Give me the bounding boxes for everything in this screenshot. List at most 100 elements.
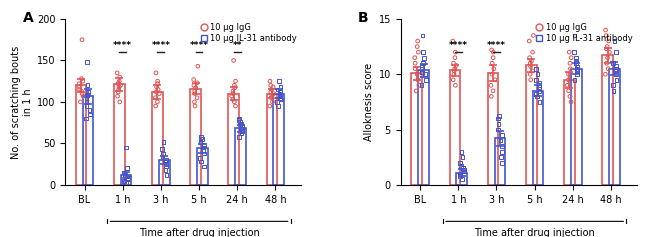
- Bar: [609, 69, 619, 185]
- Y-axis label: Alloknesis score: Alloknesis score: [365, 63, 374, 141]
- Point: [569, 78, 580, 82]
- Point: [601, 34, 612, 37]
- Bar: [159, 160, 170, 185]
- Point: [122, 181, 132, 185]
- Point: [123, 177, 133, 181]
- Point: [82, 93, 92, 97]
- Point: [448, 39, 458, 43]
- Point: [74, 85, 85, 89]
- Point: [272, 104, 283, 108]
- Point: [410, 67, 421, 71]
- Point: [229, 86, 240, 90]
- Point: [190, 86, 201, 90]
- Point: [571, 61, 582, 65]
- Point: [198, 165, 209, 169]
- Point: [122, 175, 133, 178]
- Point: [150, 96, 161, 100]
- Point: [454, 172, 465, 176]
- Point: [119, 171, 129, 174]
- Bar: [450, 70, 460, 185]
- Point: [152, 100, 162, 104]
- Point: [195, 156, 205, 160]
- Point: [459, 168, 469, 171]
- Point: [227, 98, 238, 101]
- Point: [189, 89, 200, 93]
- Bar: [274, 94, 284, 185]
- Point: [569, 34, 580, 37]
- Point: [265, 104, 275, 108]
- Point: [459, 170, 469, 173]
- Point: [228, 59, 239, 62]
- Legend: 10 μg IgG, 10 μg IL-31 antibody: 10 μg IgG, 10 μg IL-31 antibody: [200, 23, 297, 43]
- Point: [497, 144, 507, 148]
- Point: [189, 100, 200, 104]
- Point: [267, 100, 278, 104]
- Point: [274, 93, 285, 97]
- Point: [530, 92, 541, 96]
- Point: [75, 100, 86, 104]
- Point: [449, 69, 460, 73]
- Point: [266, 90, 276, 94]
- Point: [120, 180, 130, 183]
- Bar: [526, 65, 536, 185]
- Point: [525, 65, 536, 68]
- Point: [608, 89, 619, 93]
- Point: [610, 69, 620, 73]
- Point: [487, 61, 497, 65]
- Point: [230, 79, 240, 83]
- Bar: [266, 94, 278, 185]
- Point: [610, 64, 621, 67]
- Text: ****: ****: [113, 41, 132, 50]
- Point: [81, 100, 92, 104]
- Bar: [190, 89, 201, 185]
- Text: ****: ****: [151, 41, 170, 50]
- Point: [198, 148, 209, 152]
- Point: [611, 78, 621, 82]
- Point: [525, 61, 536, 65]
- Point: [234, 135, 244, 139]
- Bar: [152, 92, 162, 185]
- Legend: 10 μg IgG, 10 μg IL-31 antibody: 10 μg IgG, 10 μg IL-31 antibody: [535, 23, 633, 43]
- Point: [233, 117, 244, 120]
- Point: [81, 117, 91, 120]
- Point: [417, 61, 428, 65]
- Bar: [418, 70, 429, 185]
- Point: [494, 114, 504, 118]
- Point: [457, 178, 467, 181]
- Point: [112, 94, 123, 98]
- Point: [528, 69, 538, 73]
- Point: [571, 59, 582, 63]
- Point: [608, 83, 618, 87]
- Point: [410, 61, 421, 65]
- Point: [497, 161, 507, 165]
- Point: [266, 93, 277, 97]
- Point: [188, 77, 199, 81]
- Point: [112, 82, 123, 86]
- Point: [235, 120, 246, 124]
- Point: [188, 83, 199, 87]
- Point: [275, 90, 285, 94]
- Point: [572, 72, 582, 76]
- Point: [534, 83, 544, 87]
- Point: [524, 39, 534, 43]
- Bar: [602, 55, 613, 185]
- Point: [151, 71, 161, 75]
- Point: [571, 56, 581, 59]
- Point: [161, 158, 172, 162]
- Text: ****: ****: [190, 41, 209, 50]
- Point: [123, 176, 133, 180]
- Point: [493, 122, 504, 126]
- Point: [112, 71, 122, 75]
- Point: [601, 47, 612, 51]
- Point: [569, 50, 579, 54]
- Point: [565, 95, 575, 98]
- Point: [534, 87, 544, 91]
- Point: [114, 79, 125, 83]
- Point: [525, 78, 536, 82]
- Point: [274, 79, 284, 83]
- Point: [421, 78, 431, 82]
- Point: [113, 90, 124, 94]
- Point: [192, 96, 202, 100]
- Point: [611, 67, 621, 71]
- Point: [198, 143, 209, 147]
